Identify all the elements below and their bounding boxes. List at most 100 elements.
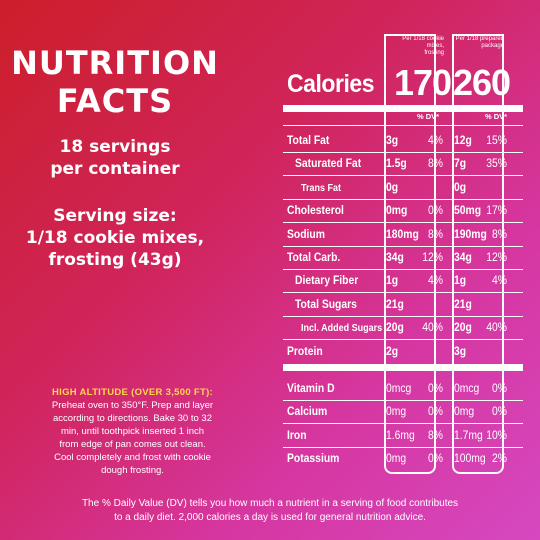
nutrient-row: Vitamin D 0mcg 0% 0mcg 0%: [283, 378, 523, 401]
amount-cookie-mixes: 34g: [386, 252, 404, 264]
nutrient-label: Saturated Fat: [295, 158, 362, 171]
altitude-line-5: Cool completely and frost with cookie: [54, 452, 211, 463]
amount-prepared: 7g: [454, 158, 467, 171]
row-divider: [283, 222, 523, 224]
nutrient-row: Iron 1.6mg 8% 1.7mg 10%: [283, 425, 523, 448]
dv-prepared: 0%: [492, 383, 507, 395]
amount-cookie-mixes: 1g: [386, 275, 399, 288]
nutrient-row: Calcium 0mg 0% 0mg 0%: [283, 401, 523, 424]
nutrient-row: Potassium 0mg 0% 100mg 2%: [283, 448, 523, 471]
nutrient-label: Total Carb.: [287, 252, 341, 264]
amount-prepared: 21g: [454, 298, 472, 311]
nutrient-label: Cholesterol: [287, 205, 344, 218]
nutrient-row: Saturated Fat 1.5g 8% 7g 35%: [283, 153, 523, 176]
footnote-line-2: to a daily diet. 2,000 calories a day is…: [114, 512, 426, 523]
nutrient-row: Dietary Fiber 1g 4% 1g 4%: [283, 270, 523, 293]
title-line-1: NUTRITION: [11, 44, 219, 82]
column-header-cookie-mixes: Per 1/18 cookie mixes, frosting: [384, 36, 444, 57]
nutrient-label: Vitamin D: [287, 383, 335, 395]
altitude-line-6: dough frosting.: [101, 465, 164, 476]
serving-size-line-2: 1/18 cookie mixes,: [25, 228, 205, 248]
nutrient-label: Incl. Added Sugars: [301, 323, 383, 335]
amount-cookie-mixes: 0mg: [386, 406, 407, 419]
amount-cookie-mixes: 0mcg: [386, 383, 412, 395]
altitude-line-2: according to directions. Bake 30 to 32: [53, 413, 212, 424]
column-frame-cookie-mixes: [384, 34, 436, 474]
nutrient-row: Sodium 180mg 8% 190mg 8%: [283, 224, 523, 247]
dv-prepared: 35%: [486, 158, 507, 171]
amount-prepared: 12g: [454, 135, 472, 147]
amount-prepared: 34g: [454, 252, 472, 264]
row-divider: [283, 423, 523, 425]
row-divider: [283, 446, 523, 448]
calories-value-prepared: 260: [453, 62, 511, 103]
dv-cookie-mixes: 8%: [428, 228, 443, 241]
dv-cookie-mixes: 8%: [428, 158, 443, 171]
dv-cookie-mixes: 0%: [428, 383, 443, 395]
dv-header-prepared: % DV*: [485, 112, 508, 121]
nutrient-label: Dietary Fiber: [295, 275, 359, 288]
nutrient-label: Protein: [287, 345, 323, 358]
amount-prepared: 50mg: [454, 205, 482, 218]
dv-cookie-mixes: 0%: [428, 453, 443, 466]
altitude-line-4: from edge of pan comes out clean.: [59, 439, 206, 450]
calories-divider: [283, 105, 523, 112]
nutrient-row: Cholesterol 0mg 0% 50mg 17%: [283, 200, 523, 223]
row-divider: [283, 315, 523, 317]
footnote-line-1: The % Daily Value (DV) tells you how muc…: [81, 498, 459, 509]
nutrient-label: Trans Fat: [301, 182, 342, 194]
serving-size-line-3: frosting (43g): [48, 250, 182, 270]
row-divider: [283, 245, 523, 247]
dv-divider: [283, 125, 523, 126]
amount-cookie-mixes: 20g: [386, 322, 404, 335]
nutrient-label: Iron: [287, 429, 307, 442]
nutrient-label: Sodium: [287, 228, 325, 241]
dv-prepared: 2%: [492, 453, 507, 466]
dv-cookie-mixes: 40%: [422, 322, 443, 335]
calories-label: Calories: [287, 70, 375, 98]
nutrient-row: Total Fat 3g 4% 12g 15%: [283, 130, 523, 153]
dv-cookie-mixes: 0%: [428, 406, 443, 419]
dv-prepared: 8%: [492, 228, 507, 241]
amount-cookie-mixes: 3g: [386, 135, 399, 147]
row-divider: [283, 198, 523, 200]
daily-value-footnote: The % Daily Value (DV) tells you how muc…: [40, 497, 500, 525]
dv-prepared: 0%: [492, 406, 507, 419]
col2-head-line-2: package: [481, 43, 504, 49]
dv-cookie-mixes: 12%: [422, 252, 443, 264]
row-divider: [283, 269, 523, 270]
servings-line-1: 18 servings: [59, 137, 171, 157]
serving-size: Serving size: 1/18 cookie mixes, frostin…: [0, 205, 230, 271]
amount-cookie-mixes: 1.5g: [386, 158, 407, 171]
row-divider: [283, 400, 523, 401]
amount-prepared: 1.7mg: [454, 429, 483, 442]
col1-head-line-2: frosting: [424, 50, 444, 56]
amount-prepared: 0g: [454, 181, 467, 194]
page-title: NUTRITION FACTS: [0, 44, 230, 120]
row-divider: [283, 292, 523, 294]
amount-cookie-mixes: 2g: [386, 345, 399, 358]
amount-prepared: 100mg: [454, 453, 486, 466]
calories-value-cookie-mixes: 170: [394, 62, 452, 103]
dv-prepared: 40%: [486, 322, 507, 335]
dv-cookie-mixes: 4%: [428, 275, 443, 288]
nutrient-label: Total Sugars: [295, 298, 357, 311]
dv-cookie-mixes: 4%: [428, 135, 443, 147]
row-divider: [283, 175, 523, 177]
nutrient-row: Trans Fat 0g 0g: [283, 177, 523, 200]
amount-prepared: 190mg: [454, 228, 487, 241]
title-line-2: FACTS: [56, 82, 174, 120]
column-frame-prepared: [452, 34, 504, 474]
dv-cookie-mixes: 8%: [428, 429, 443, 442]
amount-prepared: 1g: [454, 275, 467, 288]
amount-prepared: 20g: [454, 322, 472, 335]
amount-prepared: 0mcg: [454, 383, 480, 395]
amount-prepared: 0mg: [454, 406, 475, 419]
nutrient-label: Calcium: [287, 406, 328, 419]
amount-cookie-mixes: 0mg: [386, 453, 407, 466]
nutrient-row: Incl. Added Sugars 20g 40% 20g 40%: [283, 317, 523, 340]
amount-cookie-mixes: 180mg: [386, 228, 419, 241]
altitude-heading: HIGH ALTITUDE (OVER 3,500 FT):: [51, 387, 213, 398]
vitamins-divider: [283, 364, 523, 371]
dv-prepared: 4%: [492, 275, 507, 288]
